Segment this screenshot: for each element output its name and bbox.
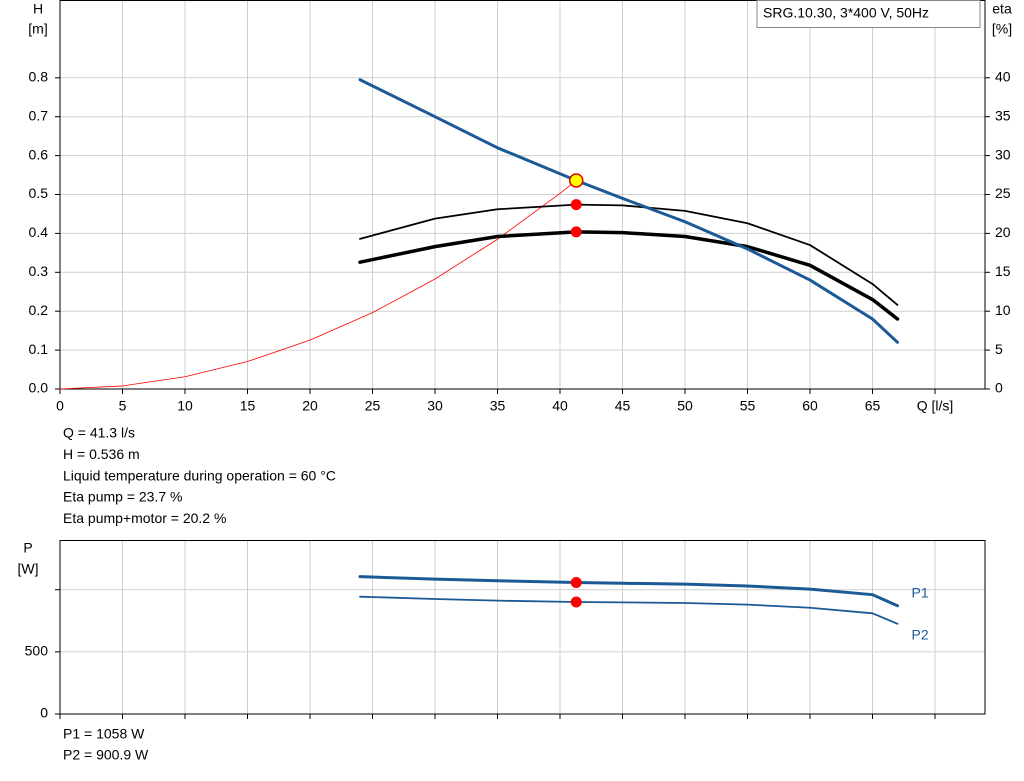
y2-tick-label: 35: [995, 107, 1011, 123]
x-tick-label: 5: [119, 398, 127, 414]
x-tick-label: 15: [240, 398, 256, 414]
y-tick-label: 0: [40, 705, 48, 721]
y-axis-label: P: [23, 540, 32, 556]
info-line: Eta pump+motor = 20.2 %: [63, 510, 226, 526]
info-line: P2 = 900.9 W: [63, 747, 149, 763]
y2-axis-label: eta: [992, 1, 1012, 17]
operating-point: [570, 199, 582, 211]
y-tick-label: 0.2: [29, 302, 49, 318]
x-tick-label: 35: [490, 398, 506, 414]
operating-point: [569, 173, 584, 188]
y-tick-label: 0.0: [29, 380, 49, 396]
x-tick-label: 45: [615, 398, 631, 414]
info-line: H = 0.536 m: [63, 446, 140, 462]
y2-tick-label: 10: [995, 302, 1011, 318]
series-label: P2: [912, 626, 929, 642]
curve: [358, 230, 900, 321]
y-tick-label: 0.3: [29, 263, 49, 279]
info-line: Eta pump = 23.7 %: [63, 489, 182, 505]
x-tick-label: 30: [427, 398, 443, 414]
plot-border: [59, 0, 986, 390]
y2-tick-label: 30: [995, 146, 1011, 162]
curve: [359, 203, 899, 306]
operating-point: [570, 577, 582, 589]
y-tick-label: 0.1: [29, 341, 49, 357]
y-tick-label: 0.5: [29, 185, 49, 201]
y2-tick-label: 40: [995, 69, 1011, 85]
y-tick-label: 0.6: [29, 146, 49, 162]
y-axis-unit: [W]: [18, 561, 39, 577]
y-axis-unit: [m]: [28, 21, 47, 37]
chart-title: SRG.10.30, 3*400 V, 50Hz: [763, 5, 929, 21]
x-tick-label: 40: [552, 398, 568, 414]
info-line: Liquid temperature during operation = 60…: [63, 467, 336, 483]
x-tick-label: 25: [365, 398, 381, 414]
y2-tick-label: 5: [995, 341, 1003, 357]
x-tick-label: 65: [865, 398, 881, 414]
y2-axis-unit: [%]: [992, 21, 1012, 37]
operating-point: [570, 596, 582, 608]
y-tick-label: 0.4: [29, 224, 49, 240]
x-tick-label: 50: [677, 398, 693, 414]
y2-tick-label: 20: [995, 224, 1011, 240]
y-tick-label: 0.7: [29, 107, 49, 123]
title-box: [756, 0, 981, 28]
x-tick-label: 0: [56, 398, 64, 414]
info-line: Q = 41.3 l/s: [63, 425, 135, 441]
info-line: P1 = 1058 W: [63, 726, 145, 742]
x-tick-label: 20: [302, 398, 318, 414]
y2-tick-label: 0: [995, 380, 1003, 396]
y-axis-label: H: [33, 1, 43, 17]
x-tick-label: Q [l/s]: [917, 398, 954, 414]
x-tick-label: 55: [740, 398, 756, 414]
curve: [358, 575, 899, 608]
x-tick-label: 10: [177, 398, 193, 414]
y-tick-label: 500: [25, 643, 49, 659]
plot-border: [59, 540, 986, 715]
y2-tick-label: 15: [995, 263, 1011, 279]
curve: [59, 180, 577, 390]
curve: [358, 78, 899, 344]
curve: [359, 595, 899, 625]
y-tick-label: 0.8: [29, 69, 49, 85]
x-tick-label: 60: [802, 398, 818, 414]
operating-point: [570, 226, 582, 238]
y2-tick-label: 25: [995, 185, 1011, 201]
series-label: P1: [912, 584, 929, 600]
